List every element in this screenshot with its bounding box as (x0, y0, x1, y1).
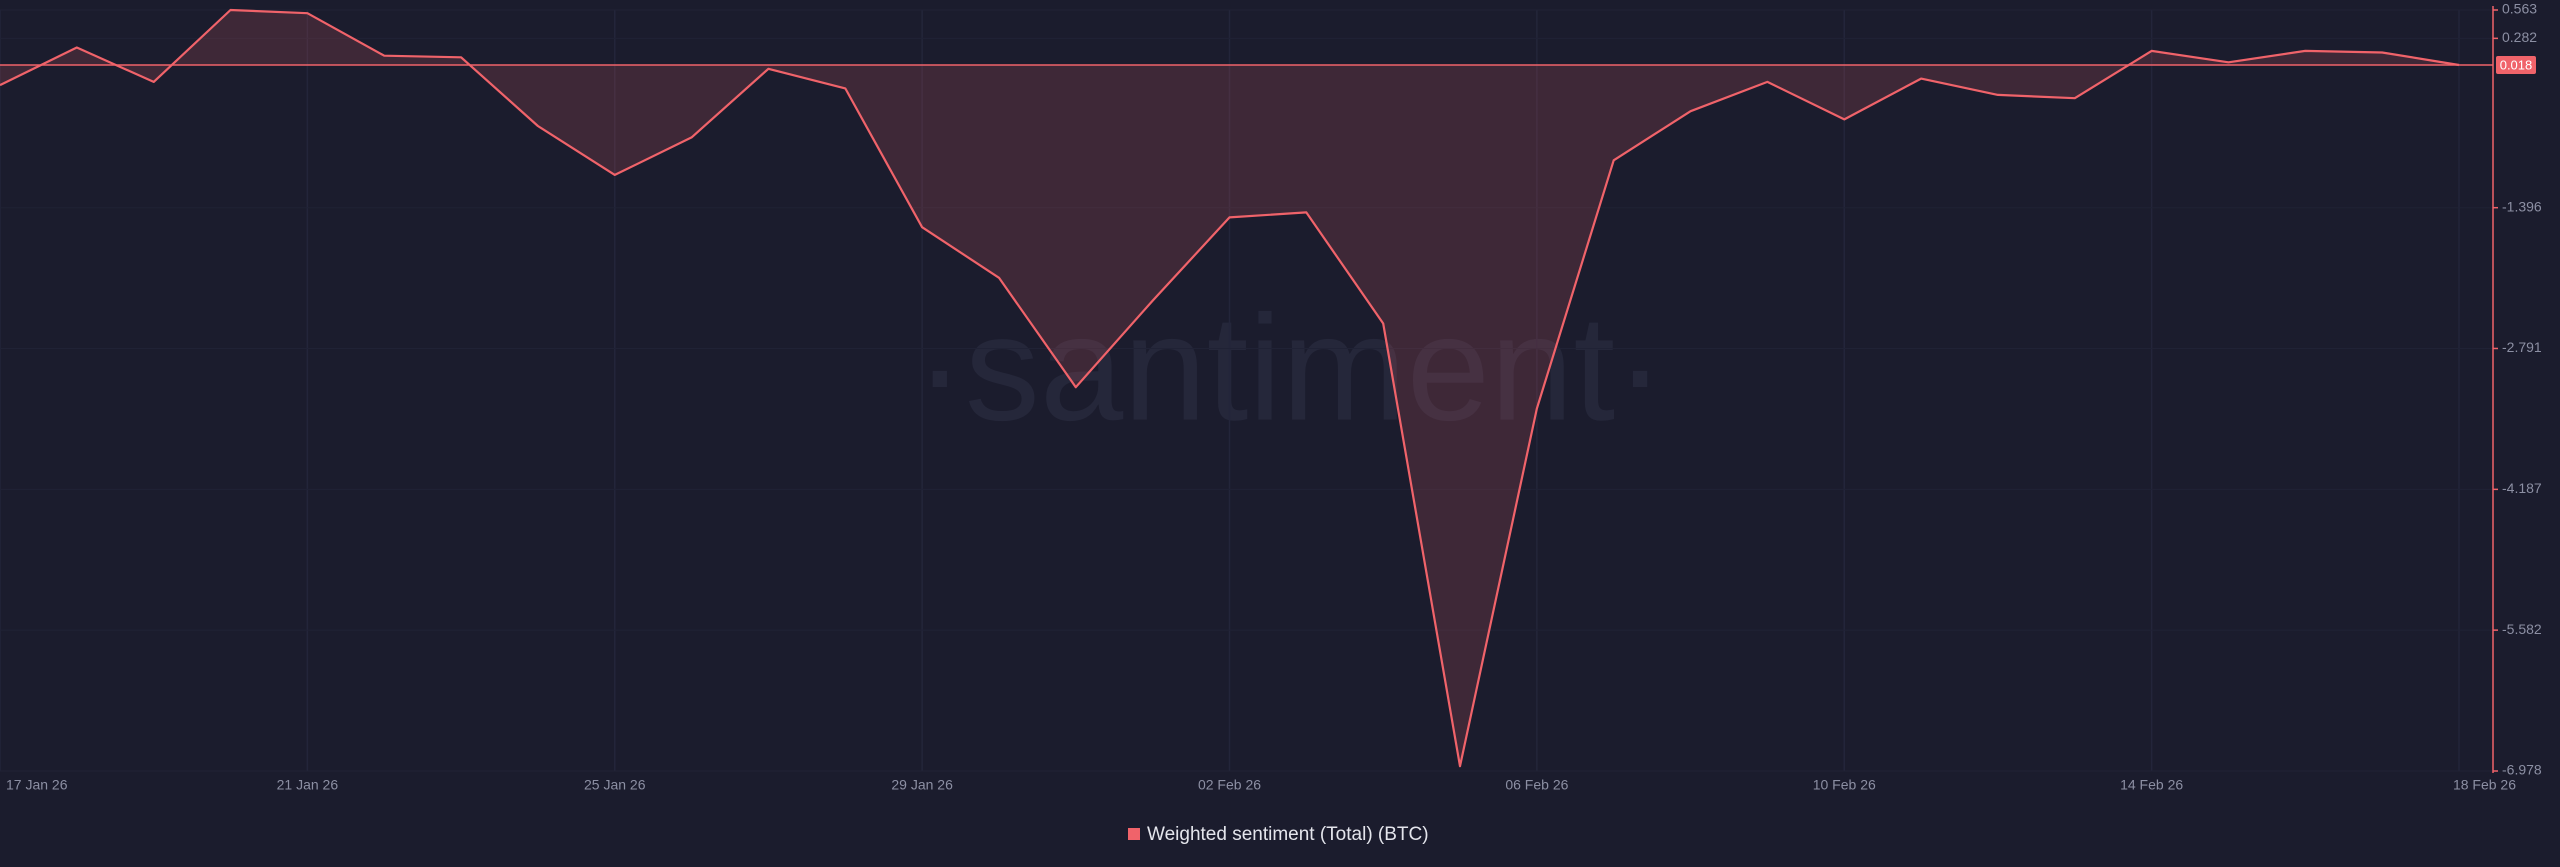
legend-label: Weighted sentiment (Total) (BTC) (1147, 824, 1429, 845)
legend-swatch (1128, 828, 1140, 840)
x-tick-label: 29 Jan 26 (891, 777, 953, 793)
y-tick-label: -4.187 (2502, 480, 2542, 496)
x-tick-label: 14 Feb 26 (2120, 777, 2183, 793)
x-tick-label: 17 Jan 26 (6, 777, 68, 793)
x-tick-label: 10 Feb 26 (1813, 777, 1876, 793)
value-badge (2496, 55, 2536, 74)
y-tick-label: -2.791 (2502, 339, 2542, 355)
y-tick-label: 0.563 (2502, 1, 2537, 17)
watermark: ·santiment· (915, 284, 1665, 452)
line (0, 8, 2460, 768)
x-tick-label: 21 Jan 26 (277, 777, 339, 793)
y-tick-label: -5.582 (2502, 621, 2542, 637)
x-tick-label: 02 Feb 26 (1198, 777, 1261, 793)
y-tick-label: -6.978 (2502, 762, 2542, 778)
x-tick-label: 06 Feb 26 (1505, 777, 1568, 793)
x-tick-label: 25 Jan 26 (584, 777, 646, 793)
y-tick-label: 0.282 (2502, 29, 2537, 45)
value-badge-label: 0.018 (2500, 57, 2533, 72)
x-tick-label: 18 Feb 26 (2453, 777, 2516, 793)
area (0, 10, 2459, 767)
y-tick-label: -1.396 (2502, 198, 2542, 214)
